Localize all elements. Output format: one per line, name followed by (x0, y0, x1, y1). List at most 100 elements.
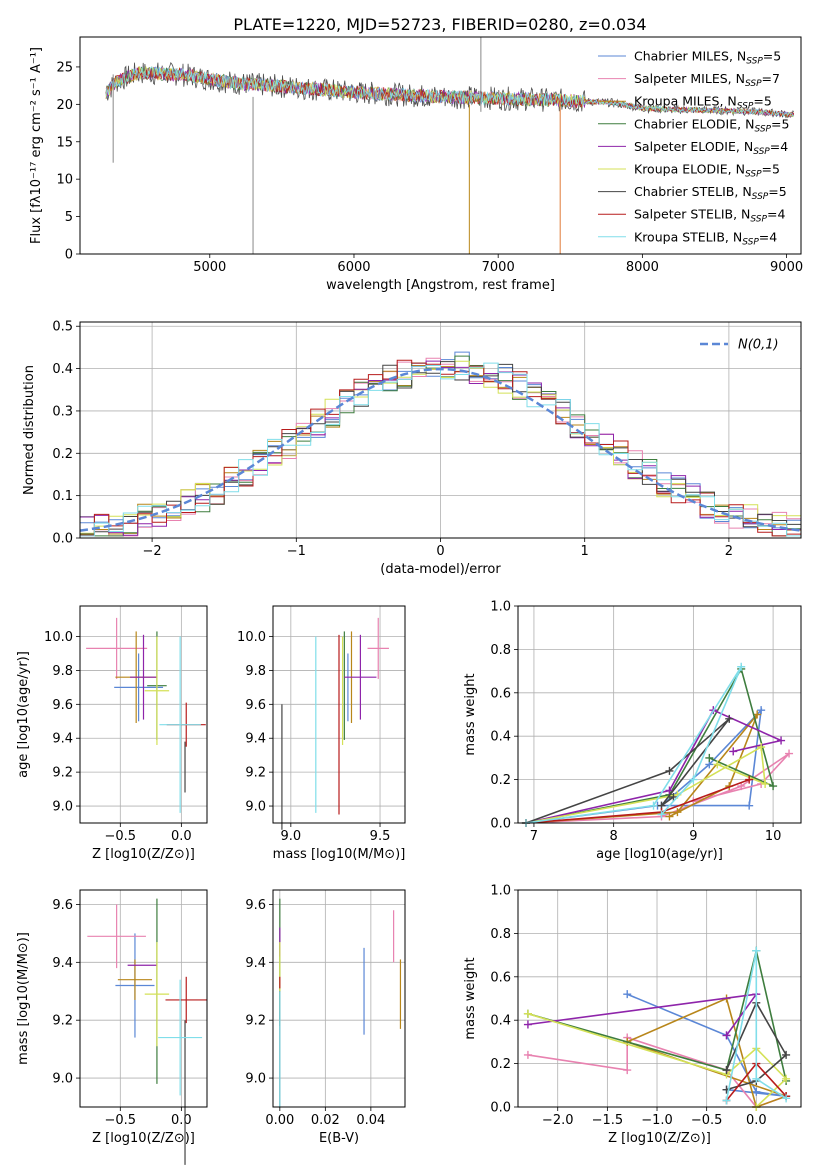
legend-equals: = (759, 229, 769, 244)
x-axis-label: Z [log10(Z/Z⊙)] (92, 1131, 195, 1146)
plot-frame (517, 605, 802, 824)
weight-marker (745, 801, 754, 810)
mass-vs-metallicity-panel: −0.5 0.0 9.0 9.2 9.4 9.6 Z [log10(Z/Z⊙)] mass [… (16, 889, 208, 1165)
x-tick-label: 7000 (482, 260, 515, 275)
figure-title: PLATE=1220, MJD=52723, FIBERID=0280, z=0… (233, 15, 646, 34)
axis-ticks: 9.0 9.5 9.0 9.2 9.4 9.6 9.8 10.0 (237, 630, 390, 844)
y-tick-label: 0.8 (490, 927, 511, 942)
y-tick-label: 9.2 (52, 766, 73, 781)
axis-ticks: −2 −1 0 1 2 0.0 0.1 0.2 0.3 0.4 0.5 (52, 320, 733, 559)
legend-nssp-prefix: N (737, 49, 746, 64)
plot-frame (79, 889, 208, 1108)
error-bar-point (87, 904, 146, 969)
y-tick-label: 9.0 (245, 1072, 266, 1087)
legend-nssp-value: 5 (779, 184, 787, 199)
x-tick-label: −2 (143, 544, 162, 559)
error-bar-point (144, 942, 170, 1047)
x-axis-label: (data-model)/error (380, 562, 501, 577)
x-tick-label: 9.0 (280, 829, 301, 844)
legend-model-name: Salpeter MILES (634, 71, 728, 86)
y-tick-label: 0.4 (490, 730, 511, 745)
legend-separator: , (728, 71, 736, 86)
x-tick-label: −1 (287, 544, 306, 559)
y-tick-label: 9.0 (245, 800, 266, 815)
residual-histogram-panel: −2 −1 0 1 2 0.0 0.1 0.2 0.3 0.4 0.5 (data-model)/er… (22, 320, 802, 577)
legend-model-name: Chabrier MILES (634, 49, 729, 64)
weight-marker (673, 808, 682, 817)
error-bar-point (130, 634, 157, 720)
legend-nssp-sub: SSP (753, 147, 770, 157)
y-tick-label: 0.6 (490, 970, 511, 985)
legend-equals: = (770, 139, 780, 154)
weight-marker (725, 714, 734, 723)
weight-marker (669, 792, 678, 801)
error-bars (86, 617, 206, 813)
legend-nssp-value: 5 (781, 116, 789, 131)
x-tick-label: 8000 (626, 260, 659, 275)
y-tick-label: 0.3 (52, 404, 73, 419)
grid-lines (273, 890, 405, 1107)
legend-separator: , (737, 116, 745, 131)
legend-label: Salpeter STELIB, NSSP=4 (634, 207, 785, 225)
weight-line-kroupa-stelib (525, 666, 742, 824)
weight-marker (761, 779, 770, 788)
axis-ticks: −0.5 0.0 9.0 9.2 9.4 9.6 (52, 898, 191, 1128)
x-tick-label: 9.5 (370, 829, 391, 844)
weight-marker (753, 710, 762, 719)
y-tick-label: 0.2 (52, 447, 73, 462)
weight-marker (649, 801, 658, 810)
weight-marker (785, 749, 794, 758)
weight-line-kroupa-stelib (725, 950, 787, 1101)
y-tick-label: 0.2 (490, 1057, 511, 1072)
y-tick-label: 10 (56, 173, 73, 188)
legend-model-name: Kroupa MILES (634, 94, 720, 109)
weight-marker (722, 1096, 731, 1105)
legend-nssp-prefix: N (741, 207, 750, 222)
x-tick-label: 6000 (337, 260, 370, 275)
error-bars (87, 898, 207, 1165)
legend-label: Chabrier MILES, NSSP=5 (634, 49, 781, 67)
x-tick-label: −0.5 (105, 829, 137, 844)
weight-marker (665, 786, 674, 795)
x-tick-label: −1.5 (592, 1113, 624, 1128)
y-tick-label: 10.0 (44, 630, 73, 645)
legend-separator: , (719, 94, 727, 109)
legend-nssp-value: 5 (764, 94, 772, 109)
weight-marker (523, 1020, 532, 1029)
y-tick-label: 1.0 (490, 884, 511, 899)
legend-label: N(0,1) (738, 338, 779, 353)
grid-lines (518, 889, 801, 1108)
legend-label: Salpeter MILES, NSSP=7 (634, 71, 780, 89)
y-tick-label: 9.4 (52, 956, 73, 971)
legend-nssp-prefix: N (736, 162, 745, 177)
y-tick-label: 9.6 (245, 698, 266, 713)
axis-ticks: 7 8 9 10 0.0 0.2 0.4 0.6 0.8 1.0 (490, 600, 781, 845)
y-tick-label: 9.2 (245, 1014, 266, 1029)
spectrum-line-kroupa-stelib (105, 66, 794, 118)
legend-separator: , (736, 139, 744, 154)
x-tick-label: −1.0 (641, 1113, 673, 1128)
weight-marker (689, 775, 698, 784)
x-axis-label: age [log10(age/yr)] (596, 847, 723, 862)
x-tick-label: 0.04 (356, 1113, 385, 1128)
weight-marker (713, 760, 722, 769)
weight-marker (769, 782, 778, 791)
legend-model-name: Kroupa STELIB (634, 229, 725, 244)
x-tick-label: 2 (725, 544, 733, 559)
x-tick-label: 0.0 (746, 1113, 767, 1128)
legend-equals: = (762, 162, 772, 177)
y-tick-label: 9.0 (52, 800, 73, 815)
weight-vs-age-panel: 7 8 9 10 0.0 0.2 0.4 0.6 0.8 1.0 age [log10(age/yr… (463, 600, 802, 862)
y-tick-label: 9.8 (245, 664, 266, 679)
x-tick-label: 0 (436, 544, 444, 559)
legend-label: Kroupa STELIB, NSSP=4 (634, 229, 777, 247)
y-tick-label: 0.0 (490, 817, 511, 832)
histogram-kroupa-stelib (80, 362, 801, 537)
legend-nssp-prefix: N (733, 229, 742, 244)
legend-equals: = (768, 184, 778, 199)
weight-marker (705, 753, 714, 762)
plot-frame (272, 605, 406, 824)
legend-label: Kroupa MILES, NSSP=5 (634, 94, 772, 112)
legend-nssp-value: 4 (780, 139, 788, 154)
legend-nssp-sub: SSP (752, 192, 769, 202)
